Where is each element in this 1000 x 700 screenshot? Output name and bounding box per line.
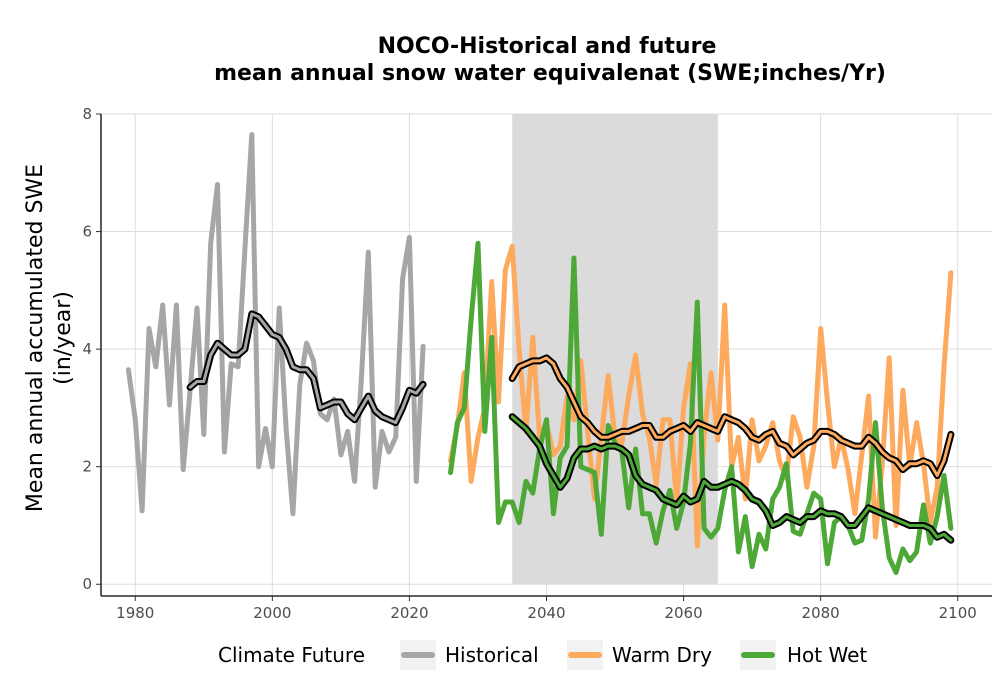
smoothed-line-hot-wet [510, 415, 953, 542]
x-tick-label: 2040 [527, 604, 565, 622]
smoothed-line-historical [188, 312, 425, 425]
y-tick-label: 0 [82, 575, 92, 593]
legend-label-hot-wet: Hot Wet [787, 643, 867, 667]
shaded-period-rect [512, 114, 718, 585]
x-tick-label: 2100 [939, 604, 977, 622]
y-tick-label: 4 [82, 340, 92, 358]
legend-label-warm-dry: Warm Dry [612, 643, 712, 667]
x-tick-label: 2080 [802, 604, 840, 622]
legend: Climate Future Historical Warm Dry Hot Wet [218, 640, 867, 670]
y-tick-label: 8 [82, 105, 92, 123]
y-axis-title-line-1: Mean annual accumulated SWE [23, 164, 48, 512]
y-tick-labels: 0 2 4 6 8 [82, 105, 101, 593]
y-axis-title-line-2: (in/year) [51, 291, 76, 385]
smoothed-line-warm-dry [510, 356, 953, 477]
smoothed-lines [186, 310, 955, 544]
x-tick-label: 1980 [116, 604, 154, 622]
series-line-historical [125, 132, 426, 517]
chart-title-line-1: NOCO-Historical and future [378, 34, 717, 59]
y-tick-label: 6 [82, 223, 92, 241]
x-tick-label: 2060 [664, 604, 702, 622]
x-tick-label: 2000 [253, 604, 291, 622]
legend-title: Climate Future [218, 643, 365, 667]
shaded-period [512, 114, 718, 585]
chart-title-line-2: mean annual snow water equivalenat (SWE;… [214, 61, 886, 86]
legend-label-historical: Historical [445, 643, 539, 667]
x-tick-labels: 1980 2000 2020 2040 2060 2080 2100 [116, 596, 977, 622]
x-tick-label: 2020 [390, 604, 428, 622]
y-tick-label: 2 [82, 458, 92, 476]
